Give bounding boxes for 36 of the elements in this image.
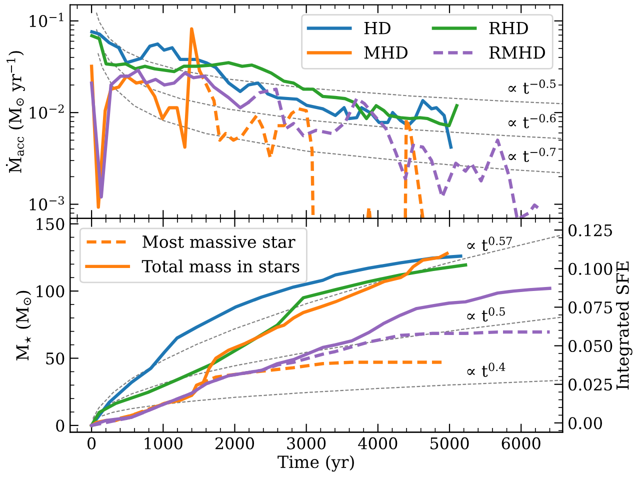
legend-label: RHD (489, 22, 528, 34)
legend-label: RMHD (489, 46, 545, 59)
annotation: ∝ t$^{−0.5}$ (508, 80, 556, 94)
x-tick-label: 1000 (144, 437, 182, 450)
x-tick-label: 3000 (287, 437, 326, 450)
annotation: ∝ t$^{−0.6}$ (508, 114, 556, 128)
y-tick-label: 10$^{−2}$ (30, 104, 64, 119)
x-tick-label: 2000 (216, 437, 254, 450)
x-axis-title: Time (yr) (278, 455, 354, 472)
x-tick-label: 4000 (358, 437, 398, 450)
x-tick-label: 0 (88, 437, 96, 450)
y-tick-label: 0 (56, 420, 64, 432)
x-tick-label: 6000 (502, 437, 540, 450)
legend-label: MHD (364, 46, 408, 59)
y2-tick-label: 0.100 (568, 262, 612, 275)
annotation: ∝ t$^{−0.7}$ (508, 148, 556, 162)
y2-tick-label: 0.075 (568, 301, 612, 314)
x-tick-label: 5000 (430, 437, 469, 450)
y-axis-title: M$_{⋆}$ (M$_{⊙}$) (16, 290, 32, 360)
y-axis-title: Ṁ$_{acc}$ (M$_{⊙}$ yr$^{−1}$) (6, 51, 25, 173)
y2-tick-label: 0.00 (568, 417, 602, 430)
annotation: ∝ t$^{0.5}$ (467, 307, 505, 322)
annotation: ∝ t$^{0.4}$ (467, 362, 506, 377)
y-tick-label: 150 (36, 218, 64, 230)
annotation: ∝ t$^{0.57}$ (467, 236, 512, 252)
y2-tick-label: 0.125 (568, 224, 612, 236)
legend-label: Most massive star (142, 236, 296, 248)
y2-tick-label: 0.025 (568, 378, 612, 391)
y-tick-label: 10$^{−1}$ (30, 12, 64, 28)
legend-label: HD (364, 22, 390, 34)
y2-axis-title: Integrated SFE (616, 262, 632, 390)
legend-label: Total mass in stars (142, 260, 300, 272)
y2-tick-label: 0.050 (568, 340, 612, 352)
y-tick-label: 10$^{−3}$ (30, 196, 64, 210)
y-tick-label: 100 (36, 285, 64, 298)
y-tick-label: 50 (46, 352, 64, 365)
